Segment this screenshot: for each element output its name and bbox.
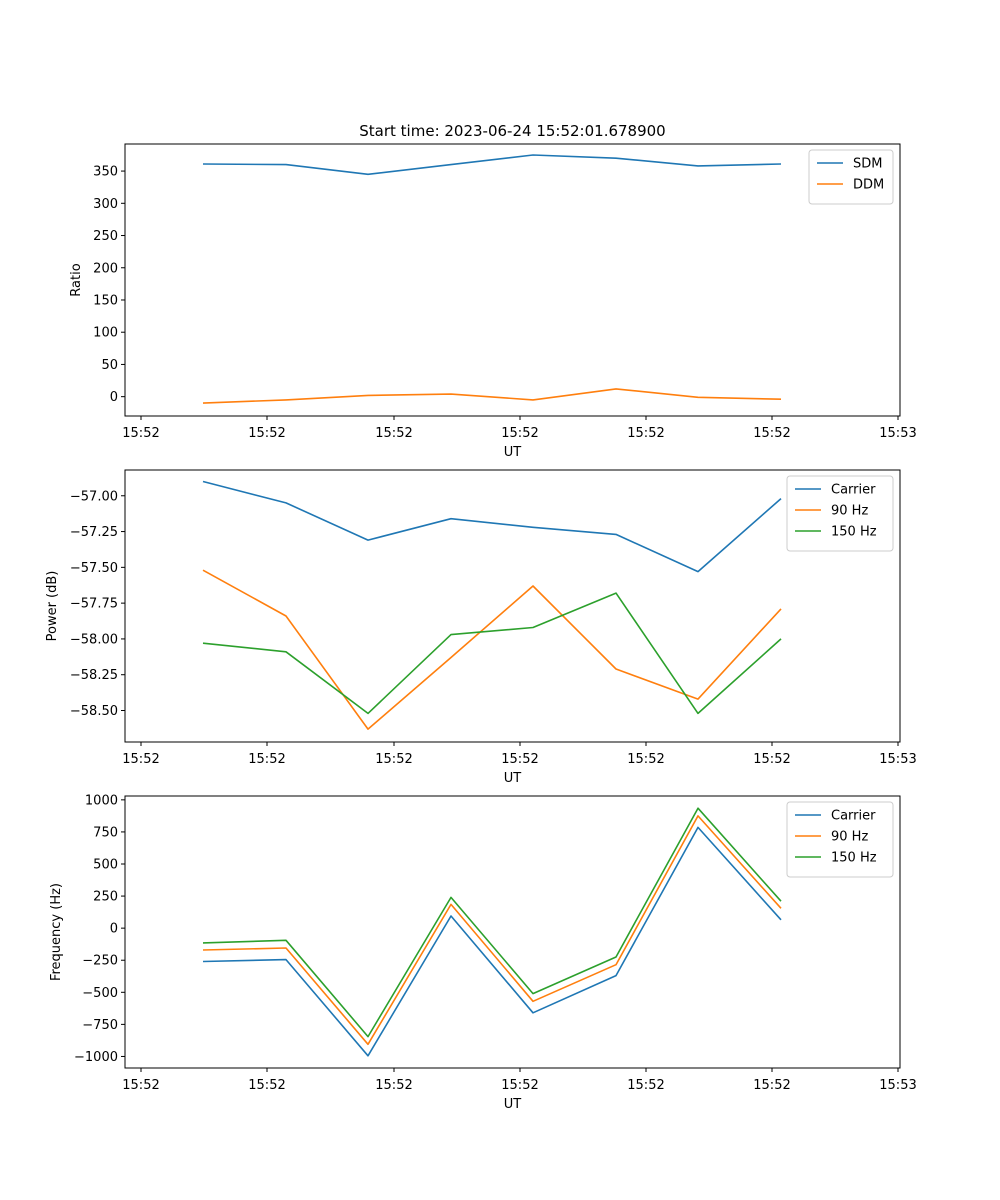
x-tick-label: 15:52	[501, 752, 538, 767]
x-tick-label: 15:52	[627, 1078, 664, 1093]
x-tick-label: 15:53	[879, 1078, 916, 1093]
y-tick-label: 100	[93, 326, 118, 341]
series-line-150-hz	[202, 592, 782, 715]
legend-box	[786, 475, 894, 552]
axes-panel-2: −58.50 −58.25 −58.00 −57.75 −57.50 −57.25 −57.…	[45, 469, 917, 786]
y-tick-label: −57.25	[70, 525, 118, 540]
series-line-90-hz	[202, 569, 782, 730]
x-tick-label: 15:52	[627, 752, 664, 767]
plot-area-frame	[124, 143, 901, 417]
series-line-carrier	[202, 480, 782, 573]
x-tick-label: 15:52	[627, 426, 664, 441]
x-tick-label: 15:52	[753, 752, 790, 767]
legend-label: SDM	[853, 157, 882, 172]
x-tick-label: 15:52	[501, 426, 538, 441]
x-axis-label: UT	[504, 1097, 522, 1112]
series-line-90-hz	[202, 815, 782, 1046]
y-tick-label: −57.75	[70, 597, 118, 612]
y-tick-label: −57.50	[70, 561, 118, 576]
legend-label: 90 Hz	[831, 830, 868, 845]
y-tick-label: 1000	[85, 793, 118, 808]
y-tick-label: 300	[93, 197, 118, 212]
x-tick-label: 15:53	[879, 752, 916, 767]
y-tick-label: −750	[82, 1018, 118, 1033]
x-tick-label: 15:53	[879, 426, 916, 441]
x-tick-label: 15:52	[501, 1078, 538, 1093]
y-tick-label: −57.00	[70, 489, 118, 504]
axes-panel-3: −1000 −750 −500 −250 0 250 500 750 1000 15:52 15:5…	[49, 793, 917, 1112]
y-axis-label: Frequency (Hz)	[49, 883, 64, 981]
x-axis-label: UT	[504, 771, 522, 786]
y-tick-label: 0	[110, 390, 118, 405]
y-tick-label: 250	[93, 890, 118, 905]
y-axis-label: Power (dB)	[45, 571, 60, 642]
y-tick-label: 500	[93, 858, 118, 873]
legend-box	[786, 801, 894, 878]
x-tick-label: 15:52	[122, 752, 159, 767]
x-tick-label: 15:52	[248, 1078, 285, 1093]
y-tick-label: 50	[101, 358, 118, 373]
y-tick-label: −1000	[74, 1050, 118, 1065]
x-tick-label: 15:52	[375, 752, 412, 767]
x-tick-label: 15:52	[753, 426, 790, 441]
y-tick-label: 350	[93, 165, 118, 180]
y-tick-label: 250	[93, 229, 118, 244]
y-tick-label: −58.00	[70, 632, 118, 647]
y-tick-label: −58.25	[70, 668, 118, 683]
legend-label: DDM	[853, 178, 884, 193]
x-tick-label: 15:52	[753, 1078, 790, 1093]
x-tick-label: 15:52	[375, 426, 412, 441]
axes-panel-1: 0 50 100 150 200 250 300 350 15:52 15:52 15:52 15:5…	[69, 143, 917, 460]
y-tick-label: −500	[82, 986, 118, 1001]
plot-area-frame	[124, 795, 901, 1069]
x-axis-label: UT	[504, 445, 522, 460]
series-line-sdm	[202, 154, 782, 176]
legend-label: 150 Hz	[831, 525, 877, 540]
y-tick-label: 750	[93, 825, 118, 840]
x-tick-label: 15:52	[375, 1078, 412, 1093]
plot-area-frame	[124, 469, 901, 743]
y-tick-label: −58.50	[70, 704, 118, 719]
x-tick-label: 15:52	[248, 752, 285, 767]
x-tick-label: 15:52	[248, 426, 285, 441]
x-tick-label: 15:52	[122, 1078, 159, 1093]
legend-label: Carrier	[831, 483, 876, 498]
y-axis-label: Ratio	[69, 263, 84, 296]
figure-title: Start time: 2023-06-24 15:52:01.678900	[359, 122, 665, 140]
legend-label: 90 Hz	[831, 504, 868, 519]
y-tick-label: 150	[93, 293, 118, 308]
y-tick-label: 0	[110, 922, 118, 937]
y-tick-label: 200	[93, 261, 118, 276]
x-tick-label: 15:52	[122, 426, 159, 441]
legend-label: 150 Hz	[831, 851, 877, 866]
series-line-150-hz	[202, 807, 782, 1038]
y-tick-label: −250	[82, 954, 118, 969]
series-line-ddm	[202, 388, 782, 404]
legend-label: Carrier	[831, 809, 876, 824]
series-line-carrier	[202, 826, 782, 1057]
